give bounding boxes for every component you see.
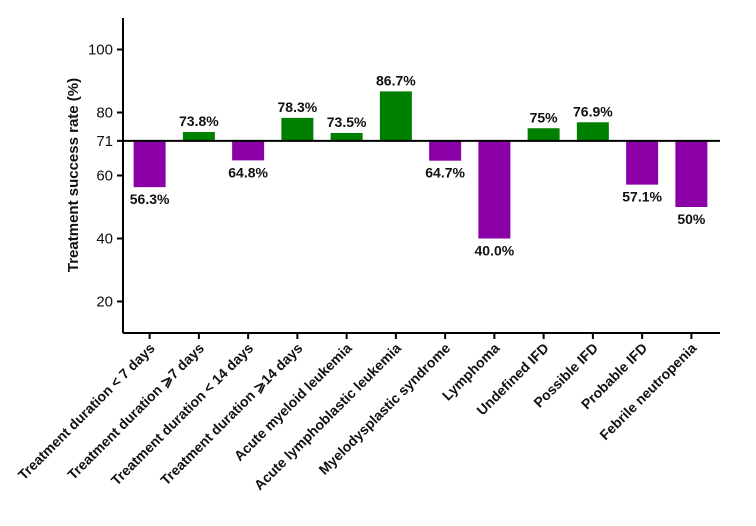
bar-6 [379, 91, 412, 141]
data-label-12: 50% [677, 211, 706, 227]
data-label-11: 57.1% [622, 189, 662, 205]
y-tick-label-60: 60 [96, 168, 113, 185]
bar-9 [527, 128, 560, 141]
data-label-5: 73.5% [327, 114, 367, 130]
y-tick-label-100: 100 [88, 42, 113, 59]
bar-5 [330, 132, 363, 141]
bar-11 [626, 140, 659, 185]
bar-3 [232, 140, 265, 161]
bar-10 [576, 122, 609, 141]
y-tick-label-80: 80 [96, 105, 113, 122]
data-label-10: 76.9% [573, 103, 613, 119]
bar-7 [429, 140, 462, 161]
data-label-4: 78.3% [278, 99, 318, 115]
data-label-9: 75% [530, 109, 559, 125]
y-tick-label-71: 71 [96, 133, 113, 150]
data-label-8: 40.0% [475, 243, 515, 259]
y-tick-label-20: 20 [96, 294, 113, 311]
data-label-2: 73.8% [179, 113, 219, 129]
data-label-7: 64.7% [425, 165, 465, 181]
data-label-1: 56.3% [130, 191, 170, 207]
bars-group [133, 91, 708, 239]
bar-1 [133, 140, 166, 188]
y-axis-label: Treatment success rate (%) [65, 78, 82, 272]
bar-8 [478, 140, 511, 239]
bar-4 [281, 117, 314, 141]
axes-group [117, 18, 720, 339]
category-label-12: Febrile neutropenia [596, 340, 699, 443]
bar-2 [182, 132, 215, 141]
bar-12 [675, 140, 708, 207]
data-label-3: 64.8% [228, 164, 268, 180]
labels-group: 56.3%Treatment duration < 7 days73.8%Tre… [15, 42, 706, 494]
y-tick-label-40: 40 [96, 231, 113, 248]
data-label-6: 86.7% [376, 72, 416, 88]
